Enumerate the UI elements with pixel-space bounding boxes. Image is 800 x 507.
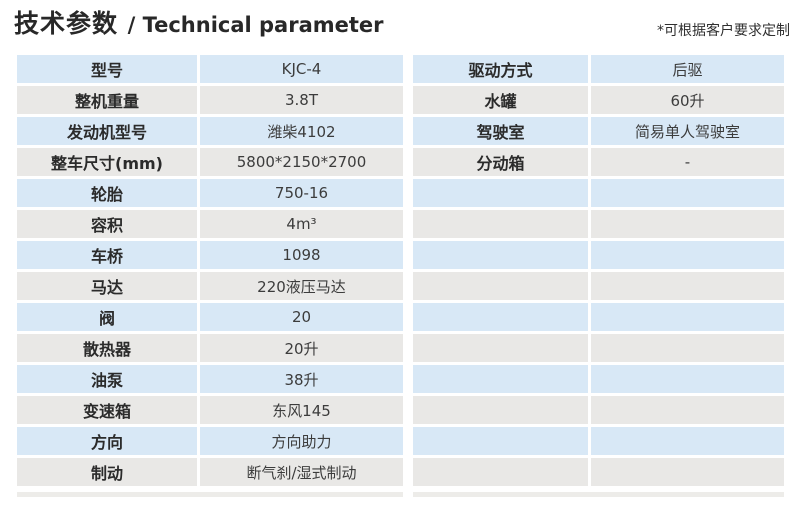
param-value-cell: 60升: [591, 86, 784, 114]
page-title-english: / Technical parameter: [127, 13, 384, 37]
param-label-cell: [413, 427, 588, 455]
param-label-cell: 车桥: [17, 241, 197, 269]
param-label-cell: 容积: [17, 210, 197, 238]
param-value-cell: 3.8T: [200, 86, 403, 114]
param-label-cell: [413, 303, 588, 331]
param-value-cell: [591, 272, 784, 300]
param-value-cell: 简易单人驾驶室: [591, 117, 784, 145]
param-value-cell: -: [591, 148, 784, 176]
param-label-cell: 分动箱: [413, 148, 588, 176]
param-label-cell: [413, 179, 588, 207]
param-label-cell: 水罐: [413, 86, 588, 114]
param-value-cell: 20升: [200, 334, 403, 362]
param-value-cell: 东风145: [200, 396, 403, 424]
param-label-cell: 整车尺寸(mm): [17, 148, 197, 176]
param-value-cell: 750-16: [200, 179, 403, 207]
param-label-cell: 油泵: [17, 365, 197, 393]
param-label-cell: [413, 365, 588, 393]
right-table-shadow: [413, 492, 784, 497]
page-title-chinese: 技术参数: [14, 9, 119, 38]
param-value-cell: [591, 427, 784, 455]
param-value-cell: [591, 303, 784, 331]
param-value-cell: KJC-4: [200, 55, 403, 83]
param-value-cell: 后驱: [591, 55, 784, 83]
param-label-cell: 变速箱: [17, 396, 197, 424]
param-value-cell: 方向助力: [200, 427, 403, 455]
param-label-cell: [413, 334, 588, 362]
param-value-cell: [591, 334, 784, 362]
param-label-cell: 驱动方式: [413, 55, 588, 83]
param-label-cell: 散热器: [17, 334, 197, 362]
param-label-cell: 型号: [17, 55, 197, 83]
param-value-cell: [591, 241, 784, 269]
customization-note: *可根据客户要求定制: [657, 23, 790, 39]
param-label-cell: 马达: [17, 272, 197, 300]
param-value-cell: 4m³: [200, 210, 403, 238]
param-label-cell: [413, 241, 588, 269]
param-value-cell: [591, 458, 784, 486]
param-label-cell: [413, 210, 588, 238]
param-label-cell: 阀: [17, 303, 197, 331]
right-parameter-table: 驱动方式 后驱 水罐 60升 驾驶室 简易单人驾驶室 分动箱 -: [413, 55, 784, 486]
param-value-cell: 220液压马达: [200, 272, 403, 300]
param-value-cell: 5800*2150*2700: [200, 148, 403, 176]
param-value-cell: [591, 210, 784, 238]
param-label-cell: 方向: [17, 427, 197, 455]
param-value-cell: 38升: [200, 365, 403, 393]
param-label-cell: 轮胎: [17, 179, 197, 207]
param-label-cell: [413, 272, 588, 300]
param-label-cell: 发动机型号: [17, 117, 197, 145]
param-label-cell: [413, 396, 588, 424]
left-parameter-table: 型号 KJC-4 整机重量 3.8T 发动机型号 潍柴4102 整车尺寸(mm) 5800*2…: [17, 55, 403, 486]
param-label-cell: 整机重量: [17, 86, 197, 114]
page-title: 技术参数 / Technical parameter: [14, 4, 384, 40]
left-table-shadow: [17, 492, 403, 497]
param-value-cell: [591, 396, 784, 424]
param-value-cell: 断气刹/湿式制动: [200, 458, 403, 486]
param-label-cell: 驾驶室: [413, 117, 588, 145]
param-value-cell: 潍柴4102: [200, 117, 403, 145]
param-label-cell: 制动: [17, 458, 197, 486]
param-value-cell: [591, 179, 784, 207]
param-value-cell: 20: [200, 303, 403, 331]
param-value-cell: 1098: [200, 241, 403, 269]
param-label-cell: [413, 458, 588, 486]
param-value-cell: [591, 365, 784, 393]
